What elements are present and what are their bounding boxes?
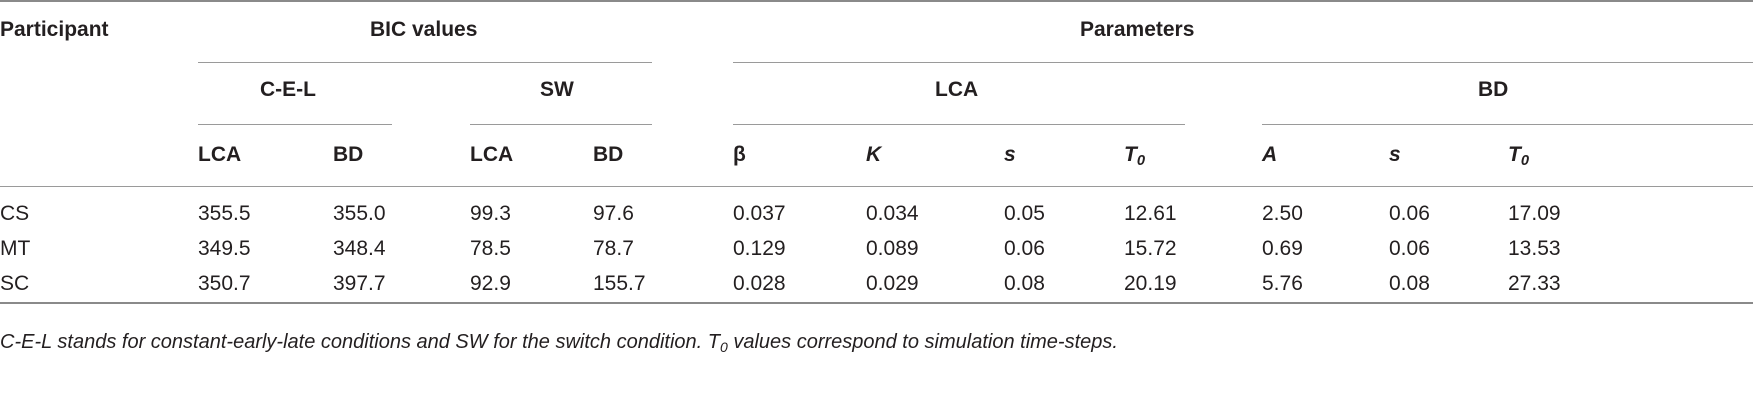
rule-bic-values — [198, 62, 652, 63]
cell-participant: MT — [0, 237, 31, 260]
cell-t0-bd: 13.53 — [1508, 237, 1561, 260]
header-s-lca: s — [1004, 143, 1016, 166]
top-rule — [0, 0, 1753, 2]
rule-cel — [198, 124, 392, 125]
cell-cel-bd: 397.7 — [333, 272, 386, 295]
cell-t0-lca: 12.61 — [1124, 202, 1177, 225]
cell-beta: 0.028 — [733, 272, 786, 295]
cell-s-bd: 0.06 — [1389, 202, 1430, 225]
cell-sw-bd: 78.7 — [593, 237, 634, 260]
cell-sw-lca: 99.3 — [470, 202, 511, 225]
header-cel-bd: BD — [333, 143, 364, 166]
cell-beta: 0.037 — [733, 202, 786, 225]
cell-participant: SC — [0, 272, 30, 295]
cell-sw-lca: 78.5 — [470, 237, 511, 260]
cell-s-bd: 0.08 — [1389, 272, 1430, 295]
cell-sw-bd: 155.7 — [593, 272, 646, 295]
header-parameters: Parameters — [1080, 18, 1195, 41]
cell-cel-bd: 348.4 — [333, 237, 386, 260]
cell-t0-lca: 15.72 — [1124, 237, 1177, 260]
cell-t0-bd: 17.09 — [1508, 202, 1561, 225]
cell-s-bd: 0.06 — [1389, 237, 1430, 260]
cell-t0-bd: 27.33 — [1508, 272, 1561, 295]
header-t0-lca: T0 — [1124, 143, 1145, 169]
cell-a: 2.50 — [1262, 202, 1303, 225]
bottom-rule — [0, 302, 1753, 304]
cell-s-lca: 0.08 — [1004, 272, 1045, 295]
cell-k: 0.034 — [866, 202, 919, 225]
header-bd-group: BD — [1478, 78, 1509, 101]
header-cel-lca: LCA — [198, 143, 242, 166]
rule-sw — [470, 124, 652, 125]
rule-bd-group — [1262, 124, 1753, 125]
header-lca-group: LCA — [935, 78, 979, 101]
cell-s-lca: 0.06 — [1004, 237, 1045, 260]
cell-t0-lca: 20.19 — [1124, 272, 1177, 295]
cell-participant: CS — [0, 202, 30, 225]
header-t0-bd: T0 — [1508, 143, 1529, 169]
header-cel: C-E-L — [260, 78, 316, 101]
cell-cel-lca: 355.5 — [198, 202, 251, 225]
cell-k: 0.029 — [866, 272, 919, 295]
cell-a: 0.69 — [1262, 237, 1303, 260]
cell-cel-lca: 350.7 — [198, 272, 251, 295]
cell-beta: 0.129 — [733, 237, 786, 260]
header-beta: β — [733, 143, 746, 166]
cell-sw-bd: 97.6 — [593, 202, 634, 225]
header-s-bd: s — [1389, 143, 1401, 166]
rule-parameters — [733, 62, 1753, 63]
table-footnote: C-E-L stands for constant-early-late con… — [0, 331, 1118, 355]
cell-a: 5.76 — [1262, 272, 1303, 295]
header-sw: SW — [540, 78, 574, 101]
header-bic-values: BIC values — [370, 18, 478, 41]
header-participant: Participant — [0, 18, 109, 41]
header-rule — [0, 186, 1753, 187]
cell-sw-lca: 92.9 — [470, 272, 511, 295]
header-k: K — [866, 143, 882, 166]
cell-cel-bd: 355.0 — [333, 202, 386, 225]
header-a: A — [1262, 143, 1278, 166]
rule-lca-group — [733, 124, 1185, 125]
header-sw-bd: BD — [593, 143, 624, 166]
cell-k: 0.089 — [866, 237, 919, 260]
header-sw-lca: LCA — [470, 143, 514, 166]
cell-cel-lca: 349.5 — [198, 237, 251, 260]
cell-s-lca: 0.05 — [1004, 202, 1045, 225]
